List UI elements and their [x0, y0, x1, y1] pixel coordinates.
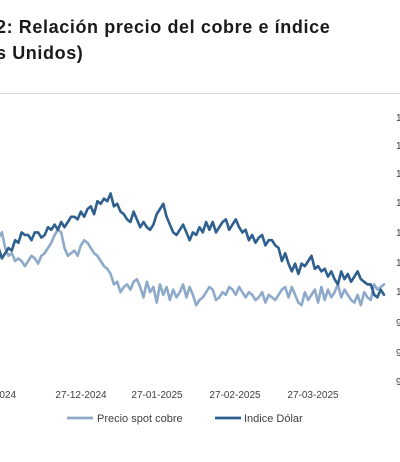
x-tick-label: 2024 — [0, 390, 17, 401]
legend-label: Indice Dólar — [244, 413, 303, 425]
chart-title: 2: Relación precio del cobre e índice s … — [0, 14, 400, 66]
chart-title-line-1: 2: Relación precio del cobre e índice — [0, 17, 331, 37]
right-axis-tick-label: 1 — [396, 198, 400, 209]
right-axis-tick-label: 1 — [396, 287, 400, 298]
right-axis-tick-label: 9 — [396, 377, 400, 388]
right-axis-tick-label: 1 — [396, 258, 400, 269]
x-tick-label: 27-12-2024 — [55, 390, 107, 401]
right-axis-tick-label: 9 — [396, 318, 400, 329]
chart-title-line-2: s Unidos) — [0, 43, 84, 63]
right-axis-tick-label: 1 — [396, 228, 400, 239]
series-line-1 — [0, 192, 386, 299]
x-tick-label: 27-02-2025 — [209, 390, 261, 401]
chart-area — [0, 93, 400, 462]
right-axis-tick-label: 1 — [396, 141, 400, 152]
right-axis-tick-label: 1 — [396, 113, 400, 124]
right-axis-tick-label: 9 — [396, 348, 400, 359]
x-tick-label: 27-01-2025 — [131, 390, 183, 401]
series-line-0 — [0, 228, 386, 307]
legend-label: Precio spot cobre — [97, 413, 183, 425]
x-tick-label: 27-03-2025 — [287, 390, 339, 401]
right-axis-tick-label: 1 — [396, 169, 400, 180]
